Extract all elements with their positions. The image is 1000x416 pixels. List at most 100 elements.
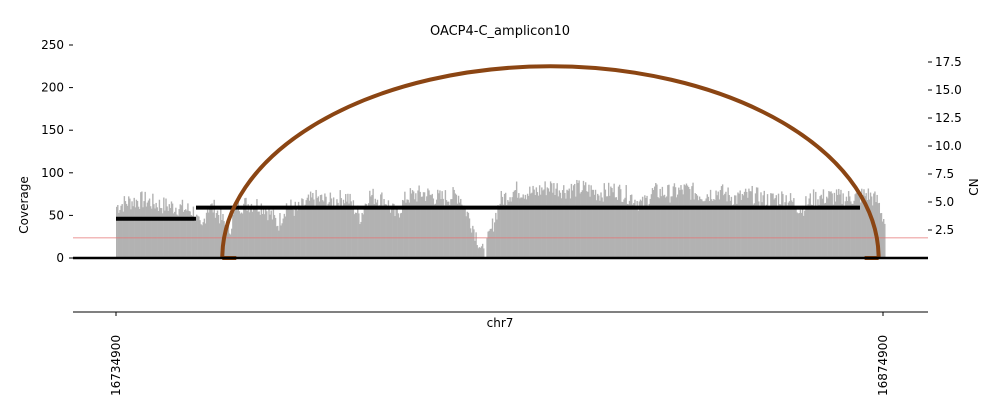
coverage-bar (297, 201, 300, 258)
coverage-bar (143, 201, 145, 258)
coverage-bar (783, 206, 785, 258)
coverage-bar (605, 196, 608, 258)
coverage-bar (852, 203, 854, 258)
coverage-bar (136, 200, 139, 258)
coverage-bar (658, 198, 660, 258)
coverage-bar (594, 189, 597, 258)
coverage-bar (122, 211, 124, 258)
coverage-bar (584, 182, 587, 258)
coverage-bar (181, 199, 184, 258)
coverage-bar (878, 202, 881, 258)
coverage-bar (666, 196, 668, 258)
coverage-bar (247, 204, 249, 258)
coverage-bar (636, 201, 638, 258)
coverage-bar (832, 204, 834, 258)
coverage-bar (876, 194, 878, 258)
coverage-bar (314, 206, 316, 258)
coverage-bar (375, 202, 378, 258)
coverage-bar (139, 208, 141, 258)
coverage-bar (583, 185, 586, 258)
coverage-bar (801, 205, 804, 258)
coverage-bar (383, 199, 385, 258)
coverage-bar (879, 213, 882, 258)
coverage-bar (194, 221, 197, 258)
coverage-bar (789, 193, 792, 258)
coverage-bar (807, 204, 809, 258)
coverage-bar (728, 195, 730, 258)
coverage-bar (591, 189, 593, 258)
coverage-bar (454, 193, 456, 258)
coverage-bar (238, 211, 241, 258)
coverage-bar (397, 213, 399, 258)
coverage-bar (673, 183, 676, 258)
coverage-bar (620, 189, 622, 258)
coverage-bar (560, 198, 563, 258)
coverage-bar (693, 199, 695, 258)
coverage-bar (778, 204, 781, 258)
coverage-bar (229, 234, 232, 258)
coverage-bar (293, 215, 295, 258)
coverage-bar (667, 185, 669, 258)
coverage-bar (553, 183, 555, 258)
coverage-bar (474, 240, 476, 258)
coverage-bar (124, 201, 127, 258)
coverage-bar (760, 192, 762, 258)
coverage-bar (607, 182, 610, 258)
coverage-bar (365, 204, 368, 258)
y-right-tick-label: 5.0 (935, 195, 954, 209)
coverage-bar (597, 193, 599, 258)
coverage-bar (883, 219, 885, 258)
coverage-bar (284, 216, 287, 258)
coverage-bar (639, 199, 642, 258)
coverage-bar (246, 210, 248, 258)
coverage-bar (175, 207, 177, 258)
coverage-bar (227, 222, 230, 258)
coverage-bar (280, 225, 282, 258)
coverage-bar (298, 205, 301, 258)
coverage-bar (733, 195, 736, 258)
coverage-bar (820, 194, 822, 258)
coverage-bar (587, 192, 589, 258)
coverage-bar (566, 189, 568, 258)
coverage-bar (388, 206, 391, 258)
coverage-bar (647, 207, 649, 258)
coverage-bar (193, 220, 196, 258)
coverage-bar (328, 202, 330, 258)
coverage-bar (538, 185, 541, 258)
coverage-bar (128, 196, 130, 258)
coverage-bar (651, 188, 654, 258)
coverage-bar (211, 203, 213, 258)
coverage-bar (708, 201, 711, 258)
coverage-bar (773, 199, 775, 258)
coverage-bar (707, 196, 710, 258)
coverage-bar (460, 198, 462, 258)
coverage-bar (593, 194, 596, 258)
coverage-bar (576, 179, 578, 258)
coverage-bar (231, 228, 233, 258)
coverage-bar (208, 212, 210, 258)
coverage-bar (317, 196, 320, 258)
coverage-bar (433, 204, 436, 258)
coverage-bar (650, 194, 653, 258)
coverage-bar (880, 213, 883, 258)
coverage-bar (306, 197, 309, 258)
coverage-bar (491, 218, 494, 258)
coverage-bar (661, 186, 664, 258)
coverage-bar (502, 204, 505, 258)
coverage-bar (696, 195, 699, 258)
coverage-bar (378, 205, 381, 258)
coverage-bar (249, 207, 252, 258)
coverage-bar (289, 205, 291, 258)
coverage-bar (262, 208, 265, 258)
coverage-bar (319, 195, 322, 258)
coverage-bar (571, 190, 574, 258)
coverage-bar (511, 197, 513, 258)
coverage-bar (804, 210, 806, 258)
coverage-bar (305, 200, 307, 258)
coverage-bar (349, 193, 351, 258)
coverage-bar (480, 246, 483, 258)
y-right-tick-label: 10.0 (935, 139, 962, 153)
coverage-bar (689, 189, 691, 258)
coverage-bar (543, 189, 545, 258)
coverage-bar (444, 190, 447, 258)
